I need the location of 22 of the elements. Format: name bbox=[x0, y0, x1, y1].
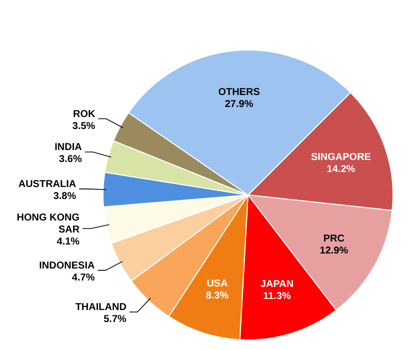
data-label: 3.8% bbox=[53, 190, 76, 202]
slice-label: INDONESIA bbox=[39, 260, 95, 272]
slice-label: OTHERS bbox=[218, 86, 260, 98]
slice-label: JAPAN bbox=[260, 279, 294, 290]
data-label: 3.5% bbox=[72, 120, 96, 132]
data-label: 14.2% bbox=[326, 164, 356, 176]
data-label: 5.7% bbox=[104, 314, 127, 326]
slice-label: AUSTRALIA bbox=[18, 178, 76, 190]
slice-label: USA bbox=[206, 278, 228, 290]
data-label: 4.7% bbox=[72, 272, 95, 284]
slice-label: HONG KONG SAR bbox=[16, 212, 80, 236]
data-label: 27.9% bbox=[224, 98, 254, 110]
slice-label: ROK bbox=[72, 108, 96, 120]
data-label: 8.3% bbox=[206, 290, 229, 302]
slice-label: PRC bbox=[323, 233, 345, 244]
data-label: 11.3% bbox=[263, 291, 291, 302]
data-label: 12.9% bbox=[320, 245, 348, 256]
slice-label: SINGAPORE bbox=[310, 152, 372, 164]
data-label: 3.6% bbox=[59, 154, 82, 166]
data-label: 4.1% bbox=[56, 236, 80, 248]
slice-label: THAILAND bbox=[75, 302, 126, 314]
slice-label: INDIA bbox=[54, 142, 82, 154]
